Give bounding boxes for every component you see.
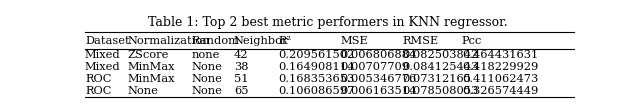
Text: MinMax: MinMax — [127, 74, 175, 84]
Text: Mixed: Mixed — [85, 50, 120, 60]
Text: Pcc: Pcc — [462, 36, 482, 46]
Text: 0.418229929: 0.418229929 — [462, 62, 538, 72]
Text: none: none — [191, 50, 220, 60]
Text: 38: 38 — [234, 62, 248, 72]
Text: 0.005346776: 0.005346776 — [340, 74, 417, 84]
Text: ROC: ROC — [85, 86, 111, 96]
Text: 0.106086597: 0.106086597 — [278, 86, 355, 96]
Text: Random: Random — [191, 36, 239, 46]
Text: Dataset: Dataset — [85, 36, 129, 46]
Text: RMSE: RMSE — [403, 36, 438, 46]
Text: 0.006806884: 0.006806884 — [340, 50, 417, 60]
Text: None: None — [191, 74, 223, 84]
Text: Normalization: Normalization — [127, 36, 210, 46]
Text: None: None — [191, 62, 223, 72]
Text: 0.464431631: 0.464431631 — [462, 50, 538, 60]
Text: 42: 42 — [234, 50, 248, 60]
Text: None: None — [191, 86, 223, 96]
Text: 0.00707709: 0.00707709 — [340, 62, 410, 72]
Text: 0.164908114: 0.164908114 — [278, 62, 355, 72]
Text: Mixed: Mixed — [85, 62, 120, 72]
Text: R²: R² — [278, 36, 292, 46]
Text: ROC: ROC — [85, 74, 111, 84]
Text: 0.084125443: 0.084125443 — [403, 62, 479, 72]
Text: 0.411062473: 0.411062473 — [462, 74, 538, 84]
Text: Neighbor: Neighbor — [234, 36, 288, 46]
Text: 0.078508053: 0.078508053 — [403, 86, 479, 96]
Text: ZScore: ZScore — [127, 50, 168, 60]
Text: Table 1: Top 2 best metric performers in KNN regressor.: Table 1: Top 2 best metric performers in… — [148, 16, 508, 29]
Text: MSE: MSE — [340, 36, 368, 46]
Text: 0.006163514: 0.006163514 — [340, 86, 417, 96]
Text: 51: 51 — [234, 74, 248, 84]
Text: None: None — [127, 86, 158, 96]
Text: 0.168353653: 0.168353653 — [278, 74, 355, 84]
Text: 0.082503842: 0.082503842 — [403, 50, 479, 60]
Text: 0.326574449: 0.326574449 — [462, 86, 538, 96]
Text: 65: 65 — [234, 86, 248, 96]
Text: 0.07312165: 0.07312165 — [403, 74, 472, 84]
Text: 0.209561502: 0.209561502 — [278, 50, 355, 60]
Text: MinMax: MinMax — [127, 62, 175, 72]
